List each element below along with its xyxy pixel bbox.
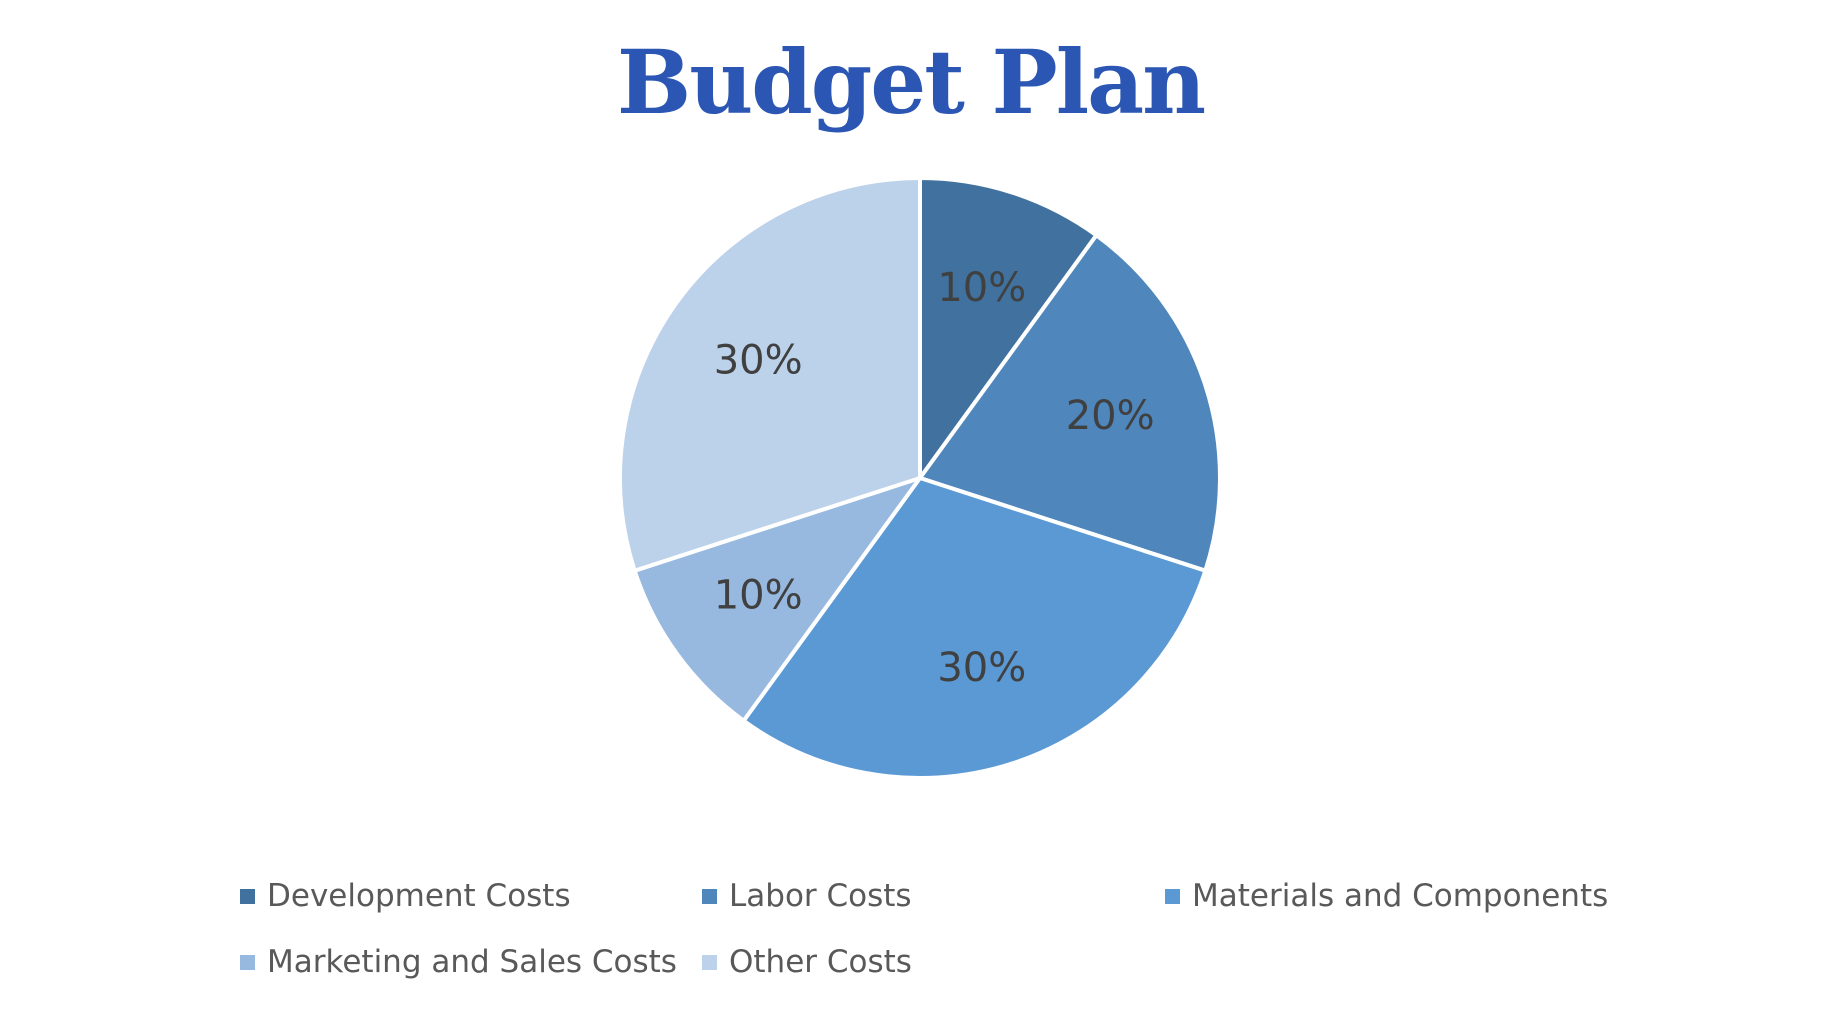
legend-item-other-costs: Other Costs (702, 942, 912, 982)
legend-swatch (702, 954, 717, 970)
pie-data-labels: 10% 20% 30% 10% 30% (714, 265, 1155, 691)
pie-slices (618, 176, 1222, 780)
pie-slice-other-costs (618, 176, 922, 573)
legend-swatch (240, 954, 255, 970)
legend: Development Costs Labor Costs Materials an… (240, 876, 1640, 1006)
legend-swatch (240, 888, 255, 904)
data-label-development-costs: 10% (937, 265, 1026, 311)
legend-label: Labor Costs (729, 878, 912, 914)
data-label-materials-and-components: 30% (937, 645, 1026, 691)
data-label-other-costs: 30% (714, 337, 803, 383)
pie-slice-labor-costs (918, 233, 1222, 573)
legend-label: Materials and Components (1192, 878, 1609, 914)
pie-slice-materials-and-components (741, 476, 1208, 780)
data-label-marketing-and-sales-costs: 10% (714, 573, 803, 619)
pie-slice-marketing-and-sales-costs (632, 476, 922, 723)
legend-label: Marketing and Sales Costs (267, 944, 677, 980)
chart-title: Budget Plan (616, 30, 1206, 134)
pie-slice-development-costs (918, 176, 1099, 480)
legend-item-marketing-and-sales-costs: Marketing and Sales Costs (240, 942, 677, 982)
legend-item-materials-and-components: Materials and Components (1165, 876, 1608, 916)
legend-swatch (702, 888, 717, 904)
legend-item-labor-costs: Labor Costs (702, 876, 912, 916)
legend-label: Other Costs (729, 944, 912, 980)
legend-label: Development Costs (267, 878, 571, 914)
legend-swatch (1165, 888, 1180, 904)
data-label-labor-costs: 20% (1066, 393, 1155, 439)
legend-item-development-costs: Development Costs (240, 876, 571, 916)
